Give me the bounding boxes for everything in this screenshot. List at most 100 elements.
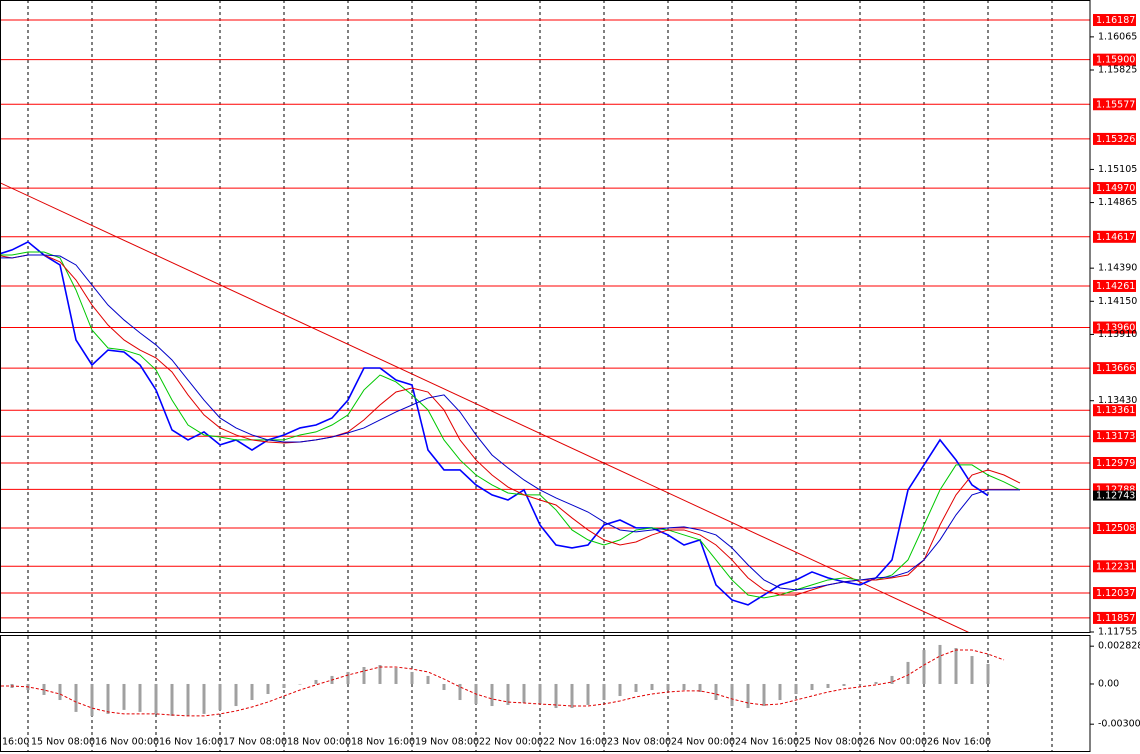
histogram-bar <box>906 661 910 684</box>
level-label: 1.15577 <box>1096 99 1135 110</box>
level-label: 1.14261 <box>1096 281 1135 292</box>
level-label: 1.15326 <box>1096 134 1135 145</box>
histogram-bar <box>154 683 158 714</box>
x-tick-label: 25 Nov 08:00 <box>799 737 863 748</box>
x-tick-label: 22 Nov 00:00 <box>479 737 543 748</box>
histogram-bar <box>778 683 782 701</box>
frame <box>0 0 1091 633</box>
x-tick-label: 17 Nov 08:00 <box>223 737 287 748</box>
histogram-bar <box>874 681 878 684</box>
histogram-bar <box>842 683 846 686</box>
level-label: 1.12231 <box>1096 561 1135 572</box>
level-label-box <box>1093 430 1136 443</box>
histogram-bar <box>954 648 958 684</box>
histogram-bar <box>42 683 46 695</box>
histogram-bar <box>426 675 430 684</box>
histogram-bar <box>106 683 110 714</box>
histogram-bar <box>394 667 398 684</box>
x-tick-label: 15 Nov 08:00 <box>31 737 95 748</box>
y-tick-label: 1.14150 <box>1098 296 1137 307</box>
histogram-bar <box>666 683 670 690</box>
histogram-bar <box>746 683 750 709</box>
level-label: 1.16187 <box>1096 15 1135 26</box>
histogram-bar <box>602 683 606 701</box>
y-tick-label: 1.14390 <box>1098 263 1137 274</box>
histogram-bar <box>810 683 814 690</box>
y-tick-label: 1.15105 <box>1098 164 1137 175</box>
x-tick-label: 24 Nov 00:00 <box>671 737 735 748</box>
price-line <box>0 240 989 606</box>
histogram-bar <box>570 683 574 709</box>
level-label-box <box>1093 404 1136 417</box>
x-tick-label: 16 Nov 16:00 <box>159 737 223 748</box>
histogram-bar <box>202 683 206 714</box>
x-tick-label: 23 Nov 08:00 <box>607 737 671 748</box>
histogram-bar <box>314 679 318 684</box>
histogram-bar <box>922 650 926 684</box>
level-label: 1.12979 <box>1096 458 1135 469</box>
level-label: 1.12508 <box>1096 523 1135 534</box>
y-tick-label: 1.13910 <box>1098 329 1137 340</box>
y-tick-label: 0.002828 <box>1098 641 1140 652</box>
y-tick-label: 1.16065 <box>1098 31 1137 42</box>
histogram-bar <box>858 683 862 685</box>
histogram-bar <box>970 656 974 684</box>
histogram-bar <box>74 683 78 712</box>
level-label-box <box>1093 279 1136 292</box>
histogram-bar <box>442 683 446 690</box>
level-label: 1.11857 <box>1096 613 1135 624</box>
histogram-bar <box>458 683 462 701</box>
y-tick-label: 1.14865 <box>1098 197 1137 208</box>
level-label-box <box>1093 362 1136 375</box>
histogram-bar <box>58 683 62 701</box>
histogram-bar <box>410 671 414 684</box>
level-label-box <box>1093 53 1136 66</box>
histogram-bar <box>362 667 366 684</box>
y-tick-label: -0.003009 <box>1098 719 1140 730</box>
histogram-bar <box>490 683 494 707</box>
level-label-box <box>1093 132 1136 145</box>
level-label-box <box>1093 560 1136 573</box>
histogram-bar <box>762 683 766 707</box>
level-label: 1.15900 <box>1096 55 1135 66</box>
level-label-box <box>1093 98 1136 111</box>
histogram-bar <box>234 683 238 707</box>
histogram-bar <box>698 683 702 692</box>
histogram-bar <box>522 683 526 703</box>
price-panel <box>0 0 1090 632</box>
y-tick-label: 1.15825 <box>1098 65 1137 76</box>
level-label: 1.13960 <box>1096 323 1135 334</box>
histogram-bar <box>282 683 286 688</box>
histogram-bar <box>346 671 350 684</box>
x-tick-label: 18 Nov 16:00 <box>351 737 415 748</box>
level-label: 1.13173 <box>1096 431 1135 442</box>
x-tick-label: 18 Nov 00:00 <box>287 737 351 748</box>
histogram-bar <box>138 683 142 712</box>
histogram-bar <box>794 683 798 694</box>
x-tick-label: 16 Nov 00:00 <box>95 737 159 748</box>
level-label: 1.12037 <box>1096 588 1135 599</box>
level-label-box <box>1093 182 1136 195</box>
histogram-bar <box>298 683 302 685</box>
histogram-bar <box>634 683 638 692</box>
histogram-bar <box>218 683 222 710</box>
histogram-bar <box>90 683 94 716</box>
level-label: 1.14970 <box>1096 183 1135 194</box>
x-tick-label: 26 Nov 16:00 <box>927 737 991 748</box>
level-label-box <box>1093 611 1136 624</box>
histogram-bar <box>730 683 734 707</box>
moving-average <box>0 254 1020 591</box>
histogram-bar <box>378 665 382 684</box>
level-label-box <box>1093 321 1136 334</box>
level-label-box <box>1093 230 1136 243</box>
x-tick-label: 22 Nov 16:00 <box>543 737 607 748</box>
level-label: 1.12788 <box>1096 484 1135 495</box>
histogram-bar <box>938 644 942 684</box>
y-tick-label: 0.00 <box>1098 678 1119 689</box>
histogram-bar <box>826 683 830 688</box>
level-label: 1.14617 <box>1096 232 1135 243</box>
level-label: 1.13666 <box>1096 363 1135 374</box>
current-price-label: 1.12743 <box>1096 491 1135 502</box>
